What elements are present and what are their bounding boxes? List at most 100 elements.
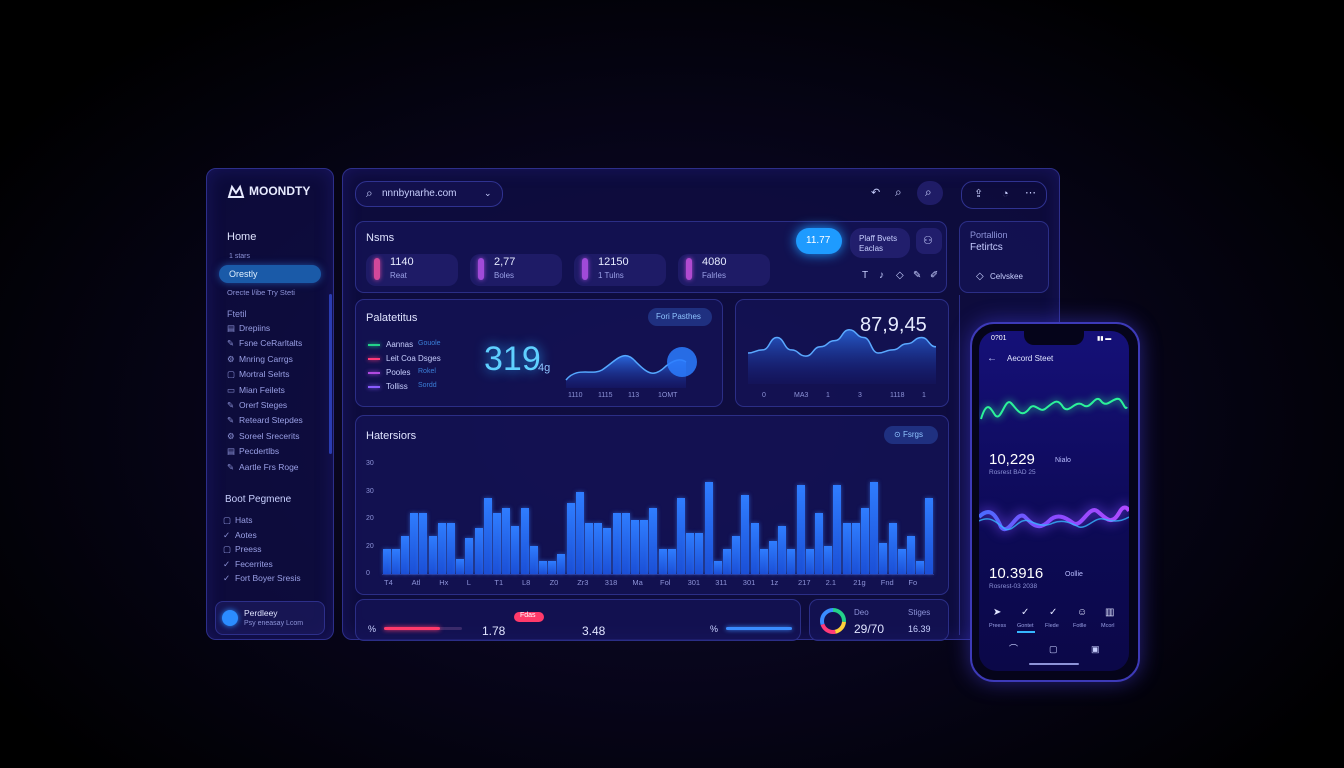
pill-value[interactable]: 11.77 [796,228,842,254]
sidebar-item[interactable]: ✎ Fsne CeRarltalts [227,338,302,349]
phone-tab-label: Preess [989,623,1007,629]
stat-tile[interactable]: 12150 1 Tulns [574,254,666,286]
sidebar-item[interactable]: ✎ Orerf Steges [227,400,287,411]
search-bar[interactable]: ⌕ nnnbynarhe.com ⌄ [355,181,503,207]
add-user-button[interactable]: ⚇ [916,228,942,254]
filter-button[interactable]: Plaff Bvets Eaclas [850,228,910,258]
histogram-bar [520,507,529,574]
sidebar-item[interactable]: ▤ Drepiins [227,323,270,334]
main-panel: ⌕ nnnbynarhe.com ⌄ ↶ ⌕ ⌕ ⇪ ◔ ⋯ Nsms 1140… [342,168,1060,641]
refresh-icon[interactable]: ↶ [871,187,881,199]
histogram-bar [474,528,483,574]
sidebar-item[interactable]: ✎ Reteard Stepdes [227,415,303,426]
histogram-button-label: ⊙ Fsrgs [894,430,923,439]
side-card-button-label: Celvskee [990,272,1023,281]
sidebar-item[interactable]: ✎ Aartle Frs Roge [227,462,299,473]
stat-tile[interactable]: 1140 Reat [366,254,458,286]
scrollbar[interactable] [329,294,332,454]
donut-label1: Deo [854,608,869,617]
legend-tag: Gouole [418,340,441,347]
sidebar-item[interactable]: ✓ Aotes [223,530,257,541]
histogram-bar [824,545,833,574]
nav-home[interactable]: Home [227,231,257,243]
sidebar-item[interactable]: ▢ Hats [223,515,252,526]
progress-red[interactable] [384,627,462,630]
stat-tile[interactable]: 2,77 Boles [470,254,562,286]
histogram-bar [612,512,621,574]
search-input[interactable]: nnnbynarhe.com [382,188,457,199]
x-tick: 1118 [890,392,905,399]
histogram-bar [548,561,557,574]
face-icon[interactable]: ☺ [1077,607,1088,618]
sidebar-item[interactable]: ▢ Mortral Selrts [227,369,290,380]
group1-header: Ftetil [227,309,247,319]
check-icon[interactable]: ✓ [1021,607,1030,618]
group2-header: Boot Pegmene [225,494,292,505]
x-tick: 3 [858,392,862,399]
stat-tile[interactable]: 4080 Falrles [678,254,770,286]
histogram-bar [667,548,676,574]
box-icon: ▢ [223,544,232,554]
diamond-icon: ◇ [976,271,984,282]
back-arrow-icon[interactable]: ← [987,353,997,364]
sidebar-item[interactable]: ✓ Fecerrites [223,559,273,570]
progress-blue[interactable] [726,627,792,630]
histogram-button[interactable]: ⊙ Fsrgs [884,426,938,444]
sidebar-item[interactable]: ✓ Fort Boyer Sresis [223,573,301,584]
sidebar-item[interactable]: ⚙ Soreel Srecerits [227,431,299,442]
histogram-title: Hatersiors [366,430,417,442]
search-icon[interactable]: ⌕ [895,185,902,199]
tool-icon[interactable]: T [862,270,869,281]
chevron-down-icon[interactable]: ⌄ [484,188,492,198]
book-icon[interactable]: ▥ [1105,607,1115,618]
stat-value: 1140 [390,256,414,268]
histogram-plot [382,472,934,575]
tool-icon[interactable]: ◇ [896,270,904,281]
check-icon[interactable]: ✓ [1049,607,1058,618]
pct-left: % [368,624,377,634]
y-tick: 20 [366,515,374,522]
histogram-bar [400,535,409,574]
thermometer-icon [478,258,484,280]
x-tick: Fol [660,578,671,587]
zoom-button[interactable]: ⌕ [917,181,943,205]
sidebar-item[interactable]: ⚙ Mnring Carrgs [227,354,293,365]
phone-nav-back-icon[interactable]: ⌒ [1009,644,1019,654]
donut-value1: 29/70 [854,622,885,636]
x-tick: 1OMT [658,392,678,399]
sidebar-item[interactable]: ▭ Mian Feilets [227,385,285,396]
histogram-bar [870,482,879,574]
search-icon: ⌕ [366,186,373,200]
brand-logo[interactable]: MOONDTY [227,183,310,201]
more-icon[interactable]: ⋯ [1025,187,1036,199]
phone-nav-home-icon[interactable]: ▢ [1049,644,1058,654]
histogram-card: Hatersiors ⊙ Fsrgs 30 30 20 20 0 T4 Atl Hx L T1 L… [355,415,949,595]
histogram-bar [888,523,897,574]
share-icon[interactable]: ⇪ [974,188,984,200]
phone-nav-menu-icon[interactable]: ▣ [1091,644,1100,654]
histogram-bar [768,540,777,574]
tool-icon[interactable]: ✐ [930,270,939,281]
legend-swatch [368,358,380,360]
nav-active-item[interactable]: Orestly [219,265,321,283]
tool-icon[interactable]: ♪ [879,270,884,281]
histogram-bar [805,548,814,574]
donut-value2: 16.39 [908,624,931,634]
x-tick: Fnd [880,578,894,587]
x-tick: 1z [770,578,779,587]
side-card-button[interactable]: ◇ Celvskee [966,268,1042,286]
edit-icon: ✎ [227,415,235,426]
send-icon[interactable]: ➤ [993,607,1002,618]
phone-status-icons: ▮▮ ▬ [1097,336,1112,342]
palette-button[interactable]: Fori Pasthes [648,308,712,326]
x-tick: Hx [439,578,449,587]
phone-tab-label: Gontet [1017,623,1034,629]
histogram-bar [676,497,685,574]
sidebar-item[interactable]: ▢ Preess [223,544,261,555]
profile-card[interactable]: Perdleey Psy eneasay Lcom [215,601,325,635]
phone-tab-label: Fotlle [1073,623,1087,629]
sidebar-item[interactable]: ▤ Pecdertlbs [227,446,279,457]
tool-icon[interactable]: ✎ [913,270,922,281]
timer-icon[interactable]: ◔ [1002,188,1009,200]
histogram-bar [603,528,612,574]
